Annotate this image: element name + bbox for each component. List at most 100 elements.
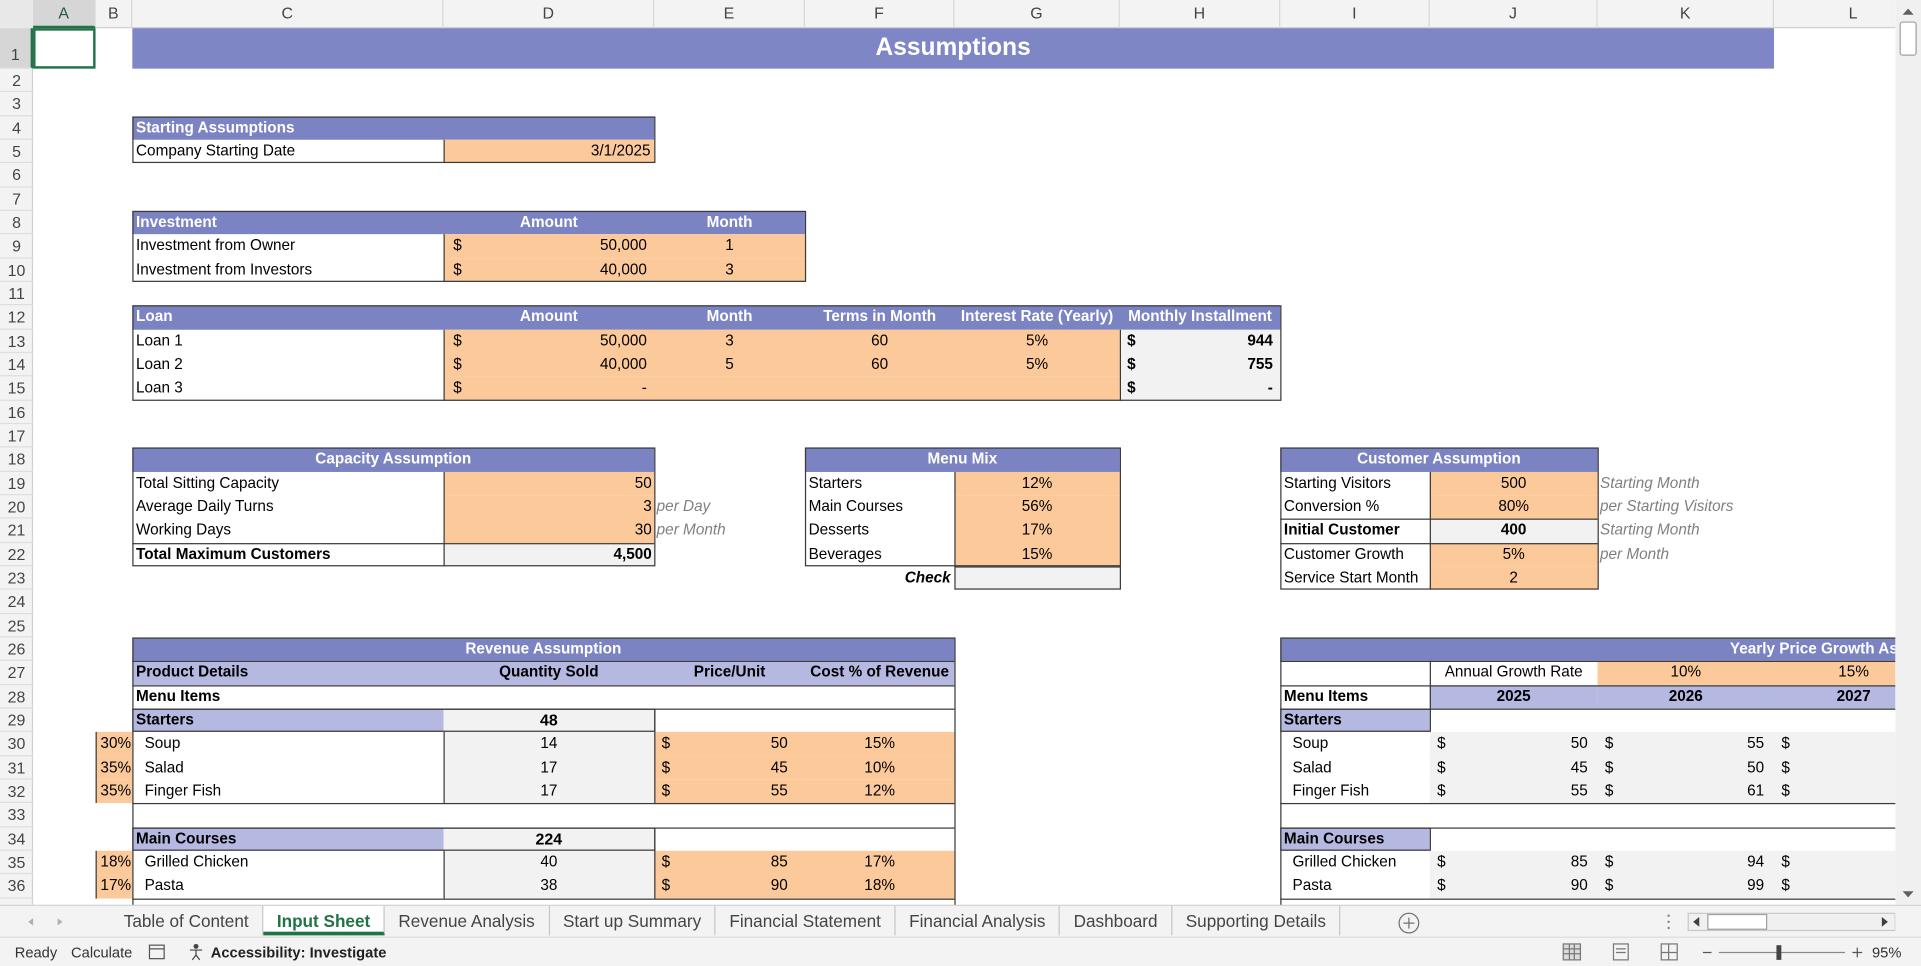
sheet-tab[interactable]: Dashboard (1060, 905, 1173, 936)
column-header[interactable]: A (33, 0, 96, 29)
view-buttons[interactable] (1562, 943, 1685, 963)
cell-text: Service Start Month (1283, 568, 1419, 586)
row-header[interactable]: 12 (0, 306, 34, 330)
cell-text: Finger Fish (1292, 781, 1370, 800)
column-header[interactable]: I (1280, 0, 1430, 29)
row-header[interactable]: 9 (0, 235, 34, 259)
macro-icon[interactable] (148, 944, 165, 960)
cell-fill (654, 755, 955, 780)
column-header[interactable]: H (1120, 0, 1281, 29)
row-header[interactable]: 31 (0, 756, 34, 780)
row-header[interactable]: 35 (0, 851, 34, 875)
row-header[interactable]: 15 (0, 377, 34, 401)
horizontal-scrollbar[interactable] (1661, 910, 1896, 935)
row-header[interactable]: 6 (0, 163, 34, 188)
sheet-tab[interactable]: Table of Content (110, 905, 264, 936)
cell-text: 45 (770, 758, 788, 776)
row-header[interactable]: 23 (0, 566, 34, 590)
cell-fill (1597, 684, 1774, 709)
cell-text: Cost % of Revenue (810, 663, 949, 681)
zoom-slider[interactable] (1700, 943, 1865, 963)
row-header[interactable]: 22 (0, 543, 34, 567)
cell-text: $ (1437, 876, 1446, 894)
row-header[interactable]: 36 (0, 874, 34, 899)
column-header[interactable]: J (1430, 0, 1598, 29)
row-header[interactable]: 29 (0, 708, 34, 733)
calculate-button[interactable]: Calculate (71, 943, 133, 962)
cell-text: 17 (540, 781, 558, 800)
accessibility-status[interactable]: Accessibility: Investigate (210, 943, 387, 962)
cell-text: $ (1781, 758, 1790, 776)
row-header[interactable]: 19 (0, 471, 34, 496)
row-header[interactable]: 13 (0, 329, 34, 354)
row-header[interactable]: 27 (0, 661, 34, 685)
cell-text: 1 (725, 236, 734, 255)
column-header[interactable]: B (96, 0, 133, 29)
row-header[interactable]: 34 (0, 827, 34, 851)
cell-text: $ (1604, 853, 1614, 871)
column-header[interactable]: C (132, 0, 444, 29)
tab-nav[interactable] (22, 913, 71, 930)
cell-text: Revenue Assumption (465, 639, 622, 657)
column-header[interactable]: F (805, 0, 955, 29)
cell-text: 18% (864, 876, 895, 894)
cell-fill (1429, 542, 1598, 567)
cell-text: 12% (864, 781, 895, 800)
sheet-tab[interactable]: Start up Summary (549, 905, 716, 936)
cell-text: 3/1/2025 (590, 142, 651, 160)
row-header[interactable]: 8 (0, 211, 34, 235)
sheet-tab[interactable]: Revenue Analysis (385, 905, 550, 936)
column-header[interactable]: K (1598, 0, 1774, 29)
row-header[interactable]: 32 (0, 780, 34, 804)
row-header[interactable]: 11 (0, 282, 34, 306)
cell-border (1429, 661, 1431, 709)
column-header[interactable]: G (954, 0, 1120, 29)
column-header[interactable]: E (654, 0, 805, 29)
row-header[interactable]: 3 (0, 92, 34, 117)
cell-fill (443, 755, 655, 780)
cell-border (654, 708, 656, 804)
add-sheet[interactable] (1397, 911, 1422, 936)
row-header[interactable]: 25 (0, 614, 34, 638)
worksheet: A B C D E F G H I J K L 1 2 3 4 5 6 7 8 9 10 11 12 13 14 15 16 17 18 1… (0, 0, 1896, 905)
column-header[interactable]: D (443, 0, 655, 29)
cell-text: $ (1437, 853, 1446, 871)
row-header[interactable]: 18 (0, 448, 34, 472)
cell-text: Total Sitting Capacity (135, 473, 280, 492)
row-header[interactable]: 24 (0, 590, 34, 614)
row-header[interactable]: 17 (0, 424, 34, 448)
row-header[interactable]: 5 (0, 140, 34, 164)
cell-text: $ (453, 331, 462, 349)
sheet-tab[interactable]: Supporting Details (1172, 905, 1341, 936)
row-header[interactable]: 2 (0, 69, 34, 93)
sheet-tab[interactable]: Financial Analysis (896, 905, 1061, 936)
accessibility-icon[interactable] (187, 943, 207, 961)
column-header[interactable]: L (1774, 0, 1895, 28)
cell-text: Starters (135, 710, 194, 729)
row-header[interactable]: 20 (0, 495, 34, 519)
row-header[interactable]: 21 (0, 519, 34, 543)
row-header[interactable]: 28 (0, 685, 34, 709)
row-header[interactable]: 7 (0, 187, 34, 211)
sheet-tab[interactable]: Input Sheet (263, 905, 385, 936)
cell-text: $ (1604, 734, 1614, 752)
row-header[interactable]: 30 (0, 732, 34, 756)
selected-cell[interactable] (33, 28, 96, 69)
cell-text: 14 (540, 734, 558, 752)
cell-fill (443, 376, 1120, 401)
cell-fill (954, 566, 1120, 590)
row-header[interactable]: 1 (0, 28, 34, 69)
row-header[interactable]: 4 (0, 116, 34, 140)
row-header[interactable]: 14 (0, 353, 34, 377)
row-header[interactable]: 33 (0, 803, 34, 827)
cell-text: Total Maximum Customers (135, 545, 331, 563)
cell-text: Main Courses (1283, 829, 1385, 847)
vertical-scrollbar[interactable] (1895, 0, 1921, 905)
sheet-tab[interactable]: Financial Statement (716, 905, 896, 936)
cell-text: $ (1604, 876, 1614, 894)
row-header[interactable]: 16 (0, 400, 34, 425)
row-header[interactable]: 10 (0, 258, 34, 282)
cell-text: 17 (540, 758, 558, 776)
row-header[interactable]: 26 (0, 637, 34, 662)
cell-text: 40 (540, 853, 558, 871)
